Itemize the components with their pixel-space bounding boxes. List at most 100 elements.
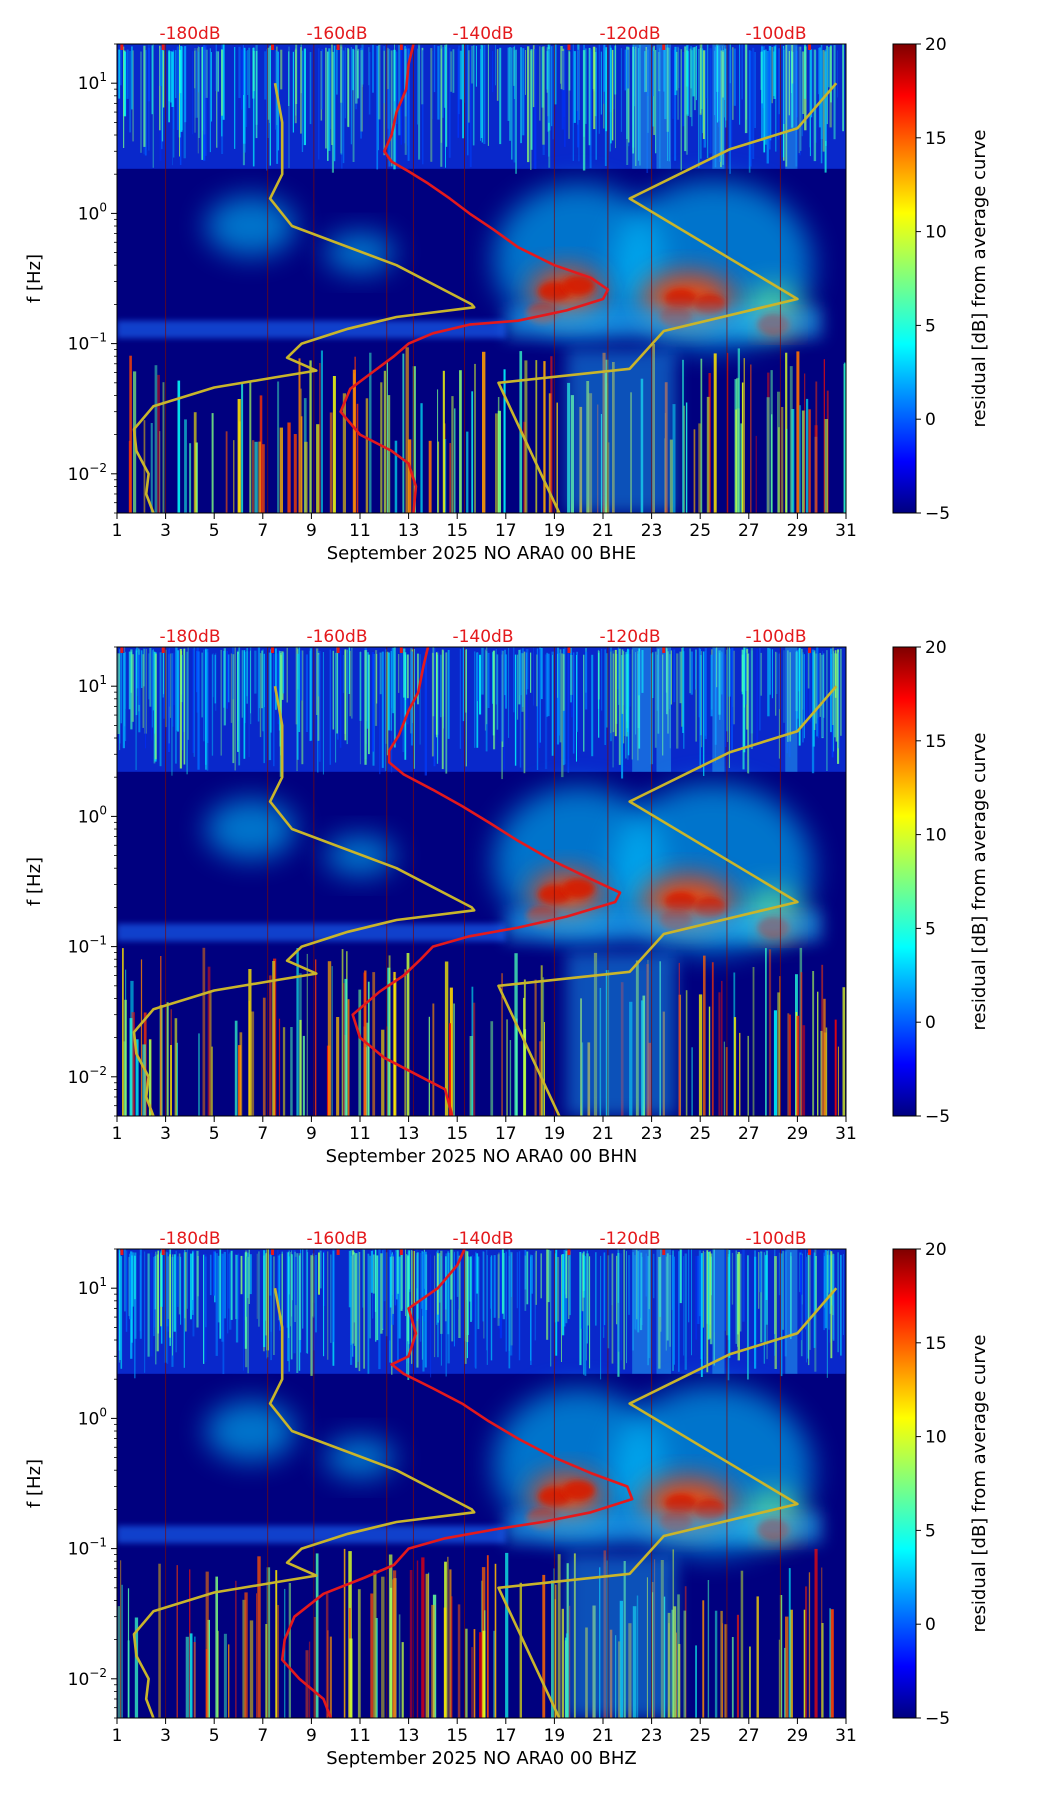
hf-noise-streak [357, 48, 360, 99]
hf-noise-streak [564, 48, 566, 147]
lf-spike [497, 397, 500, 513]
hf-noise-streak [744, 44, 748, 134]
hf-noise-streak [296, 653, 299, 760]
lf-spike [277, 1605, 279, 1718]
lf-spike [344, 978, 348, 1116]
x-tick-label: 17 [495, 1124, 517, 1144]
hf-noise-streak [742, 649, 745, 770]
hf-noise-streak [379, 652, 382, 695]
hf-noise-streak [725, 48, 727, 128]
hf-noise-streak [486, 1255, 488, 1365]
hf-noise-streak [447, 650, 450, 739]
lf-spike [482, 1630, 486, 1718]
hf-noise-streak [392, 647, 395, 714]
colorbar-tick-label: 0 [925, 1013, 936, 1033]
hf-noise-streak [750, 650, 754, 734]
hf-noise-streak [349, 650, 351, 717]
hf-noise-streak [557, 652, 560, 736]
lf-spike [755, 435, 757, 513]
db-axis-label: -180dB [159, 1229, 220, 1249]
hf-noise-streak [171, 653, 173, 776]
lf-spike [786, 428, 788, 513]
hf-noise-streak [215, 44, 217, 91]
hf-noise-streak [694, 46, 696, 111]
hf-noise-streak [255, 45, 258, 125]
lf-spike [443, 1607, 447, 1718]
hf-noise-streak [194, 50, 196, 89]
hf-noise-streak [534, 49, 537, 169]
hf-noise-streak [514, 654, 517, 766]
lf-spike [401, 1642, 404, 1718]
lf-spike [131, 1012, 135, 1116]
hf-noise-streak [627, 649, 629, 732]
hf-noise-streak [445, 1253, 447, 1377]
lf-spike [198, 1033, 200, 1116]
hf-noise-streak [288, 46, 290, 169]
lf-spike [177, 380, 181, 513]
hf-bright-column [785, 1249, 798, 1374]
hf-noise-streak [741, 44, 743, 100]
hf-noise-streak [565, 1250, 568, 1299]
lf-spike [428, 440, 432, 513]
lf-spike [814, 1548, 818, 1718]
lf-spike [479, 1632, 482, 1718]
hf-noise-streak [657, 649, 660, 734]
hf-noise-streak [359, 652, 362, 721]
hf-noise-streak [492, 650, 495, 736]
hf-noise-streak [513, 47, 515, 86]
hf-noise-streak [398, 1256, 401, 1339]
y-tick-label: 10−2 [68, 1666, 107, 1690]
colorbar [892, 1248, 917, 1719]
hf-noise-streak [317, 651, 319, 773]
hf-noise-streak [744, 652, 747, 705]
hf-noise-streak [243, 650, 246, 759]
hf-noise-streak [554, 44, 557, 105]
lf-spike [252, 440, 255, 513]
microseism-core [562, 275, 595, 296]
lf-spike [393, 972, 396, 1116]
hf-noise-streak [627, 649, 630, 756]
colorbar-label: residual [dB] from average curve [969, 1334, 990, 1632]
hf-noise-streak [362, 1249, 364, 1308]
hf-noise-streak [673, 649, 676, 703]
hf-noise-streak [690, 46, 692, 89]
hf-noise-streak [684, 46, 687, 152]
lf-spike [170, 1045, 172, 1116]
lf-cyan-region [566, 349, 676, 513]
hf-noise-streak [238, 46, 241, 98]
hf-noise-streak [660, 1249, 662, 1332]
hf-noise-streak [617, 1253, 620, 1377]
hf-noise-streak [247, 50, 249, 95]
hf-noise-streak [645, 1253, 647, 1297]
lf-spike [825, 1027, 828, 1116]
colorbar-tick-label: 10 [925, 223, 947, 243]
lf-spike [258, 441, 261, 513]
hf-noise-streak [621, 649, 624, 714]
db-axis-label: -100dB [745, 627, 806, 647]
lf-spike [785, 1616, 789, 1718]
lf-spike [543, 361, 546, 513]
lf-spike [299, 973, 302, 1116]
x-tick-label: 1 [112, 1726, 123, 1746]
hf-noise-streak [671, 1254, 674, 1310]
hf-noise-streak [621, 655, 624, 779]
hf-noise-streak [175, 647, 178, 731]
hf-noise-streak [125, 1250, 128, 1332]
microseism-blob [205, 196, 296, 257]
hf-bright-column [632, 44, 652, 169]
hf-noise-streak [548, 49, 550, 123]
hf-noise-streak [229, 1252, 232, 1330]
hf-noise-streak [449, 51, 452, 92]
lf-spike [494, 1563, 497, 1718]
hf-noise-streak [356, 50, 359, 99]
x-tick-label: 13 [398, 1726, 420, 1746]
hf-noise-streak [378, 44, 381, 120]
hf-noise-streak [522, 48, 525, 136]
hf-noise-streak [378, 46, 379, 151]
lf-spike [296, 948, 299, 1116]
hf-noise-streak [822, 650, 824, 738]
lf-spike [398, 1614, 401, 1718]
hf-noise-streak [355, 44, 358, 110]
hf-noise-streak [820, 45, 823, 164]
hf-noise-streak [332, 650, 335, 730]
